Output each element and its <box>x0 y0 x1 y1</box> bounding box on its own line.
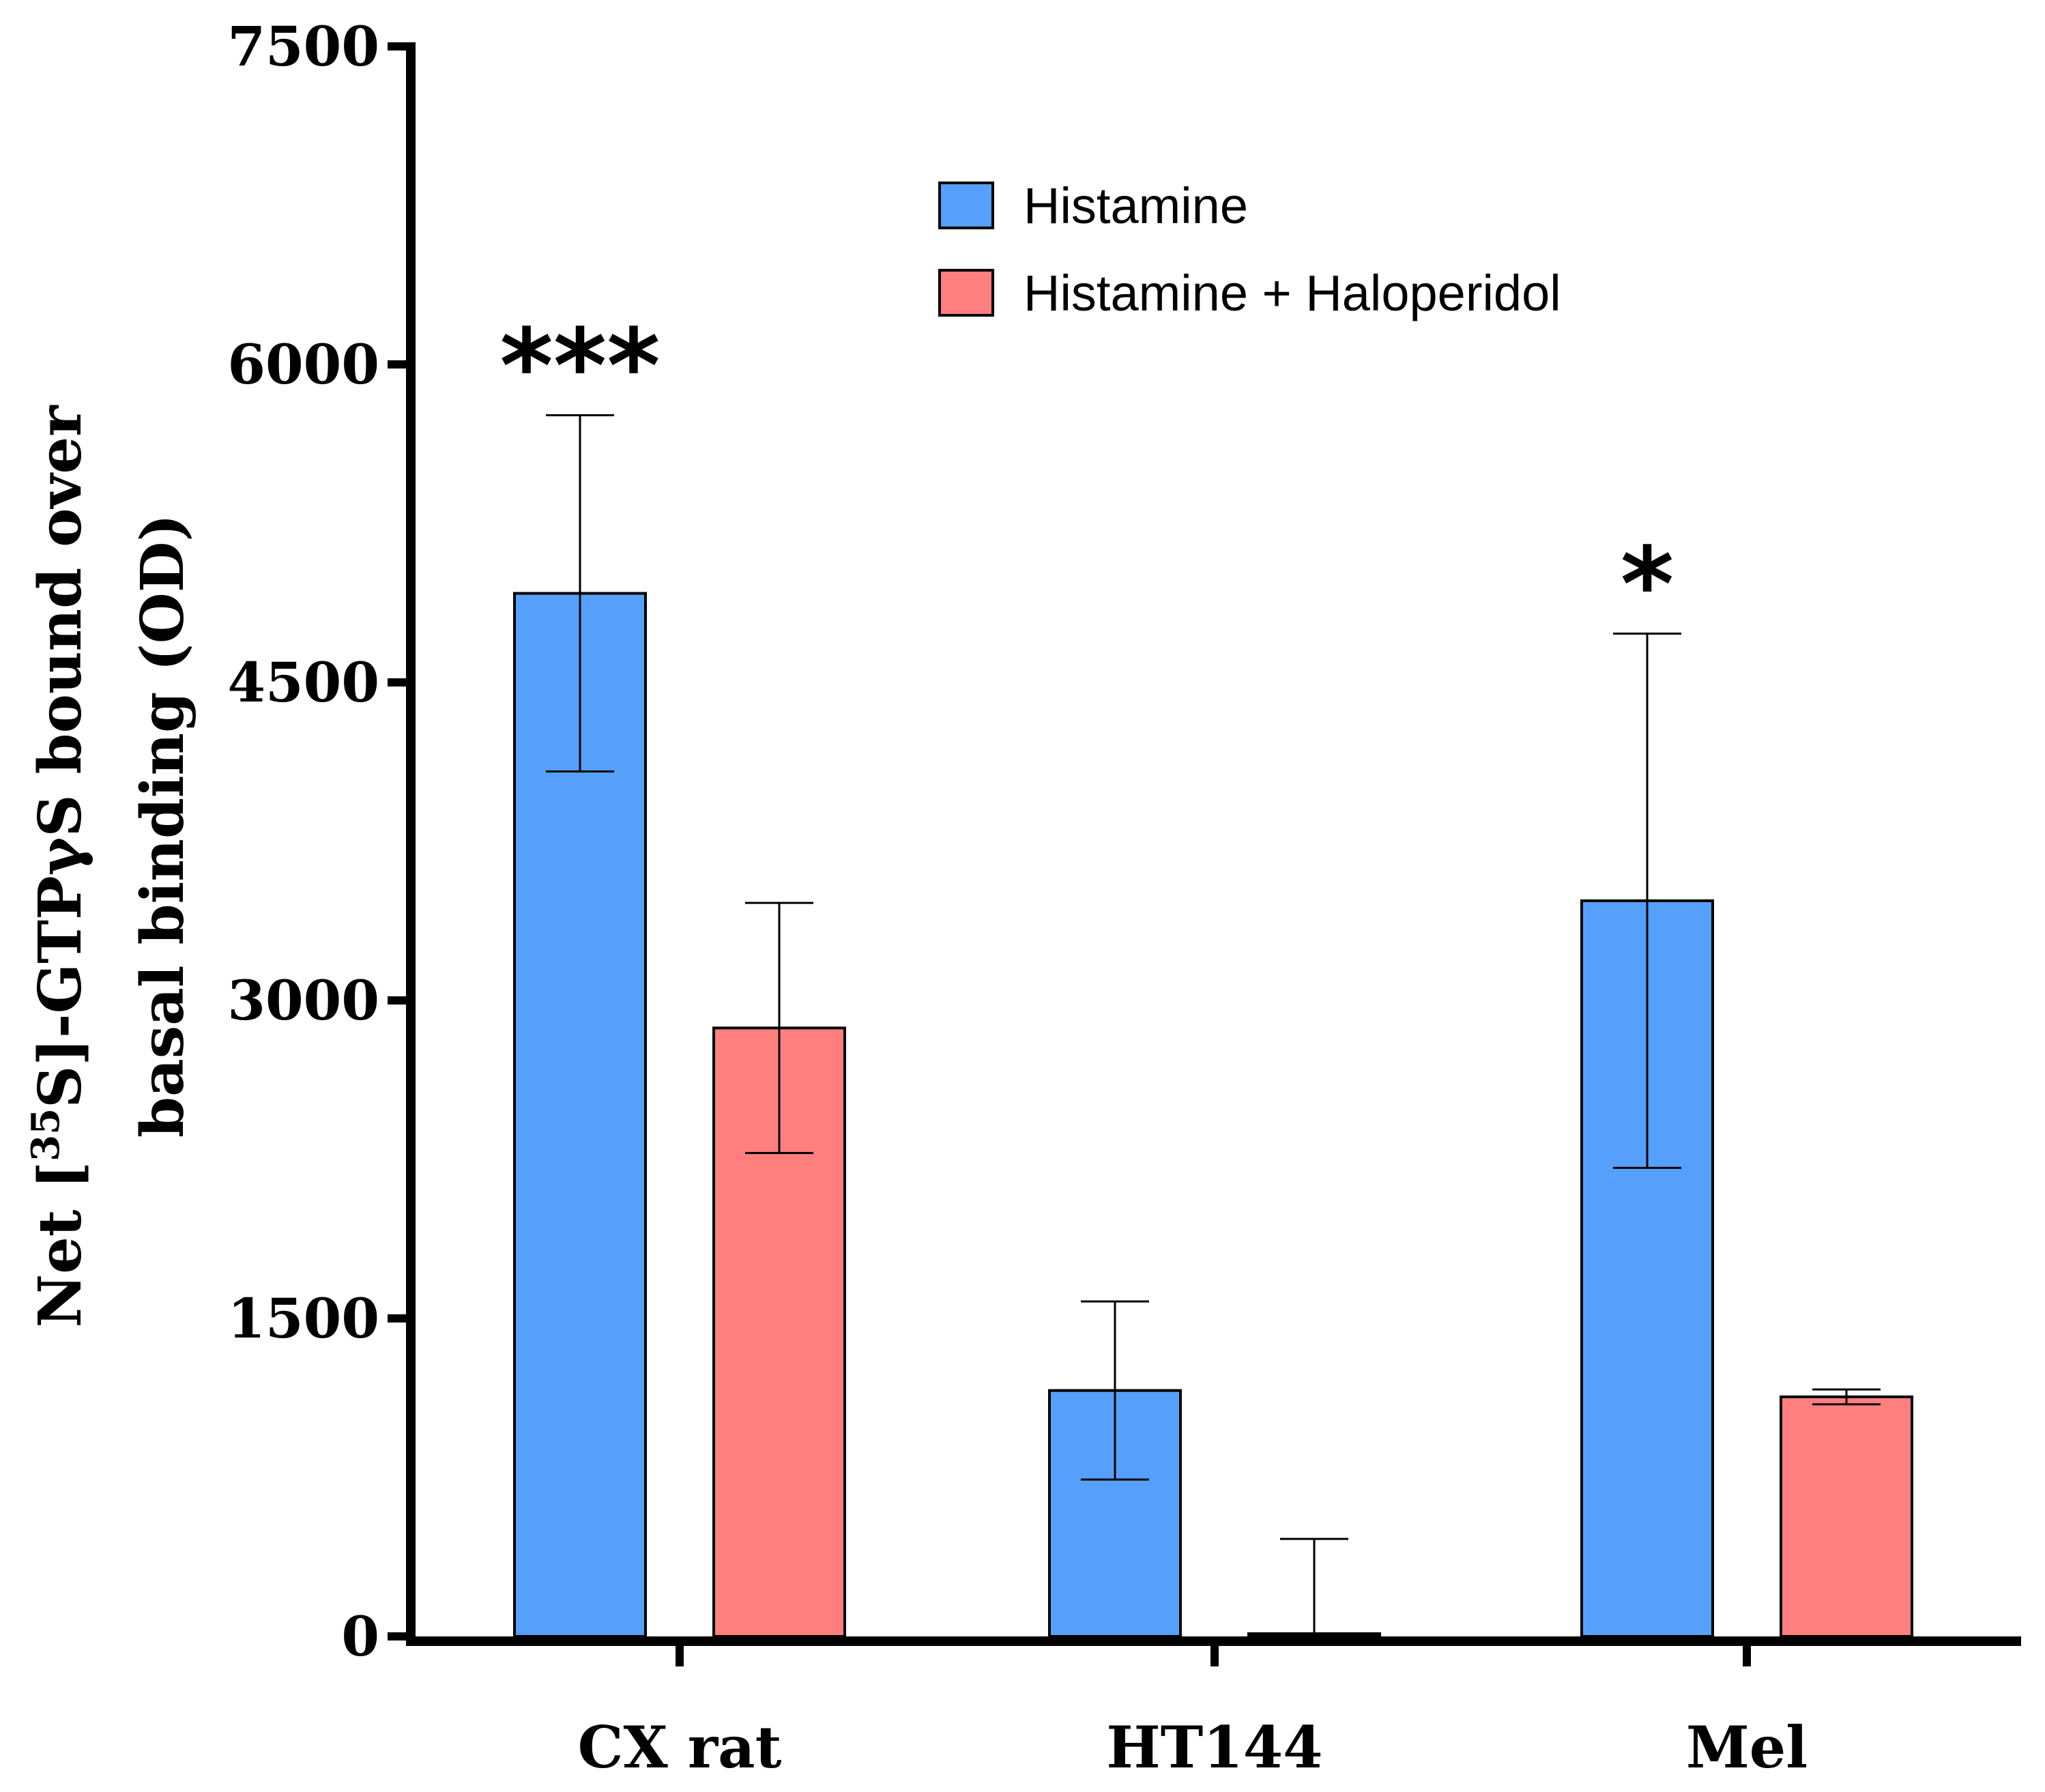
x-tick-label: HT144 <box>1106 1714 1322 1781</box>
x-ticks-layer: CX rat HT144 Mel <box>578 1641 1808 1781</box>
y-tick-label: 6000 <box>227 332 379 396</box>
y-axis-title-line2: basal binding (OD) <box>128 514 197 1138</box>
legend-label-histamine-haloperidol: Histamine + Haloperidol <box>1024 265 1561 321</box>
y-axis-title-line1: Net [35S]-GTPγS bound over <box>23 405 95 1328</box>
bars-layer <box>513 592 1913 1638</box>
significance-marker: *** <box>499 308 660 427</box>
y-tick-label: 0 <box>341 1604 379 1668</box>
y-tick-label: 4500 <box>227 650 379 714</box>
bar-histamine-haloperidol <box>1780 1395 1913 1638</box>
legend-swatch-histamine-haloperidol <box>938 269 994 317</box>
x-tick-label: Mel <box>1686 1714 1808 1781</box>
legend: Histamine Histamine + Haloperidol <box>938 177 1561 321</box>
y-tick-label: 3000 <box>227 968 379 1032</box>
legend-label-histamine: Histamine <box>1024 177 1248 234</box>
error-bars-layer <box>546 414 1881 1636</box>
significance-layer: **** <box>499 308 1674 645</box>
significance-marker: * <box>1621 526 1674 645</box>
legend-swatch-histamine <box>938 182 994 229</box>
y-axis-title: Net [35S]-GTPγS bound over basal binding… <box>23 405 197 1328</box>
y-tick-label: 7500 <box>227 14 379 78</box>
y-tick-label: 1500 <box>227 1286 379 1350</box>
y-ticks-layer: 0 1500 3000 4500 6000 7500 <box>227 14 411 1668</box>
x-tick-label: CX rat <box>578 1714 782 1781</box>
